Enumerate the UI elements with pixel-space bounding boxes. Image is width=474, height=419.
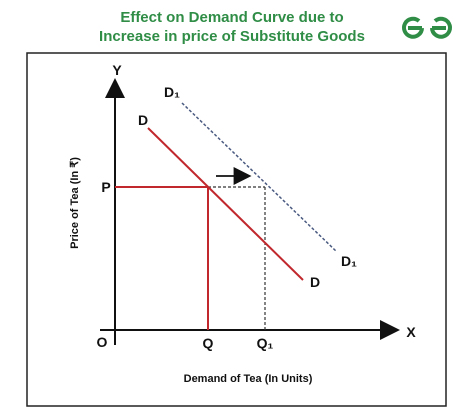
shifted-demand-curve bbox=[181, 102, 338, 253]
x-axis-label: Demand of Tea (In Units) bbox=[184, 373, 313, 385]
quantity-label: Q bbox=[203, 335, 214, 351]
title-line: Effect on Demand Curve due to bbox=[120, 9, 343, 26]
demand-label: D bbox=[138, 112, 148, 128]
y-letter: Y bbox=[112, 62, 122, 78]
demand-curve bbox=[147, 127, 304, 281]
frame bbox=[26, 52, 447, 407]
origin-label: O bbox=[97, 334, 108, 350]
y-axis-label: Price of Tea (In ₹) bbox=[69, 157, 81, 249]
shifted-demand-label: D₁ bbox=[341, 253, 357, 269]
logo bbox=[402, 16, 452, 39]
demand-label: D bbox=[310, 274, 320, 290]
title-line: Increase in price of Substitute Goods bbox=[99, 28, 365, 45]
x-letter: X bbox=[406, 324, 416, 340]
new-quantity-label: Q₁ bbox=[257, 335, 274, 351]
shifted-demand-label: D₁ bbox=[164, 84, 180, 100]
price-label: P bbox=[101, 179, 110, 195]
